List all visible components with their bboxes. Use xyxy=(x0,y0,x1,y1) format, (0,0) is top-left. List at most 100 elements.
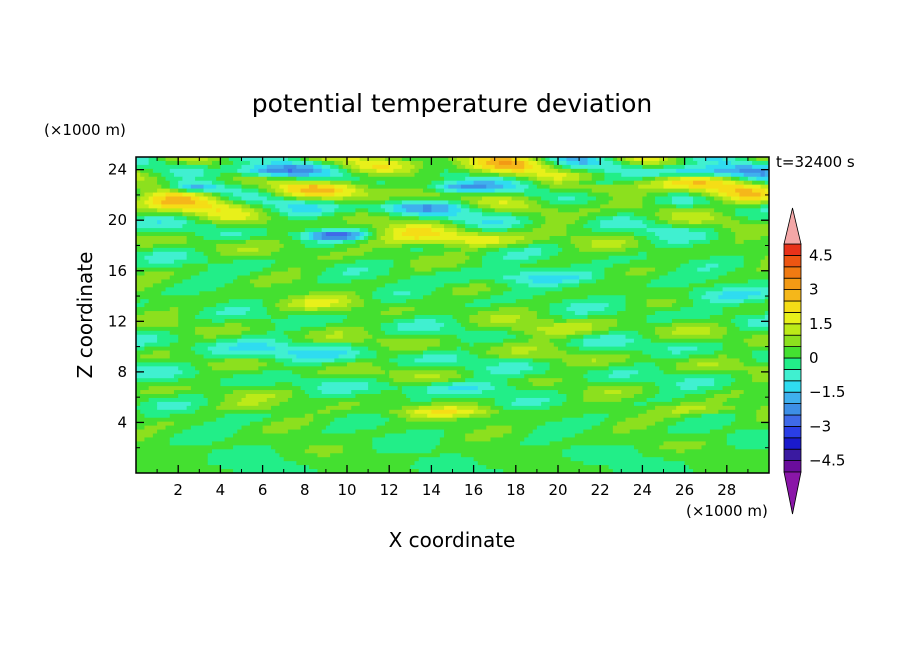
field-cell xyxy=(321,228,361,233)
field-cell xyxy=(553,322,593,328)
field-cell xyxy=(747,322,769,328)
field-cell xyxy=(279,401,340,407)
field-cell xyxy=(439,232,458,237)
field-cell xyxy=(549,157,559,162)
field-cell xyxy=(604,176,643,182)
field-cell xyxy=(688,295,703,300)
x-tick-label: 26 xyxy=(675,481,694,499)
field-cell xyxy=(245,311,268,316)
field-cell xyxy=(207,461,297,466)
field-cell xyxy=(574,433,728,439)
field-cell xyxy=(498,239,517,245)
field-cell xyxy=(520,220,534,225)
field-cell xyxy=(477,311,538,316)
field-cell xyxy=(182,176,196,182)
field-cell xyxy=(136,208,158,213)
field-cell xyxy=(494,279,517,284)
field-cell xyxy=(271,413,306,419)
field-cell xyxy=(389,409,407,415)
field-cell xyxy=(688,220,703,225)
field-cell xyxy=(469,200,479,205)
field-cell xyxy=(431,204,449,209)
field-cell xyxy=(136,283,154,288)
field-cell xyxy=(144,287,167,292)
field-cell xyxy=(566,160,580,166)
field-cell xyxy=(524,330,546,336)
field-cell xyxy=(739,220,769,225)
field-cell xyxy=(621,397,648,403)
field-cell xyxy=(612,157,618,162)
field-cell xyxy=(224,318,272,324)
field-cell xyxy=(368,212,390,217)
field-cell xyxy=(574,330,593,336)
field-cell xyxy=(659,208,715,213)
field-cell xyxy=(595,279,652,284)
field-cell xyxy=(178,180,213,186)
field-cell xyxy=(309,421,331,427)
field-cell xyxy=(536,315,563,320)
field-cell xyxy=(671,409,690,415)
field-cell xyxy=(368,386,399,391)
field-cell xyxy=(304,192,335,198)
field-cell xyxy=(233,200,247,205)
field-cell xyxy=(490,370,521,375)
field-cell xyxy=(414,409,432,415)
field-cell xyxy=(676,326,711,332)
field-cell xyxy=(249,421,272,427)
field-cell xyxy=(747,216,769,221)
field-cell xyxy=(642,164,665,170)
field-cell xyxy=(722,180,736,186)
field-cell xyxy=(473,457,572,462)
field-cell xyxy=(456,180,475,186)
field-cell xyxy=(152,192,167,198)
field-cell xyxy=(684,417,736,423)
x-tick-label: 22 xyxy=(591,481,610,499)
field-cell xyxy=(465,326,513,332)
field-cell xyxy=(676,299,694,304)
field-cell xyxy=(743,255,766,261)
field-cell xyxy=(262,204,276,209)
field-cell xyxy=(355,236,361,241)
field-cell xyxy=(444,168,449,174)
field-cell xyxy=(317,255,344,261)
field-cell xyxy=(287,157,302,162)
field-cell xyxy=(579,160,589,166)
field-cell xyxy=(287,168,293,174)
field-cell xyxy=(228,299,264,304)
field-cell xyxy=(562,164,572,170)
field-cell xyxy=(190,425,243,431)
field-cell xyxy=(452,287,492,292)
field-cell xyxy=(216,287,378,292)
field-cell xyxy=(503,220,521,225)
field-cell xyxy=(304,295,348,300)
field-cell xyxy=(169,180,179,186)
field-cell xyxy=(422,354,458,360)
field-cell xyxy=(397,362,500,367)
field-cell xyxy=(325,322,382,328)
field-cell xyxy=(384,239,466,245)
field-cell xyxy=(136,311,146,316)
field-cell xyxy=(566,397,584,403)
field-cell xyxy=(625,334,643,340)
field-cell xyxy=(330,180,352,186)
field-cell xyxy=(511,350,530,356)
field-cell xyxy=(144,413,171,419)
field-cell xyxy=(351,232,361,237)
field-cell xyxy=(714,208,736,213)
field-cell xyxy=(705,263,719,269)
field-cell xyxy=(549,366,610,371)
field-cell xyxy=(562,299,627,304)
field-cell xyxy=(207,212,251,217)
field-cell xyxy=(372,445,437,450)
field-cell xyxy=(591,228,648,233)
field-cell xyxy=(211,441,373,446)
field-cell xyxy=(583,338,635,344)
field-cell xyxy=(477,461,584,466)
field-cell xyxy=(296,176,361,182)
field-cell xyxy=(760,291,769,296)
field-cell xyxy=(224,413,272,419)
field-cell xyxy=(376,287,437,292)
field-cell xyxy=(460,346,492,352)
field-cell xyxy=(254,164,268,170)
field-cell xyxy=(465,220,483,225)
